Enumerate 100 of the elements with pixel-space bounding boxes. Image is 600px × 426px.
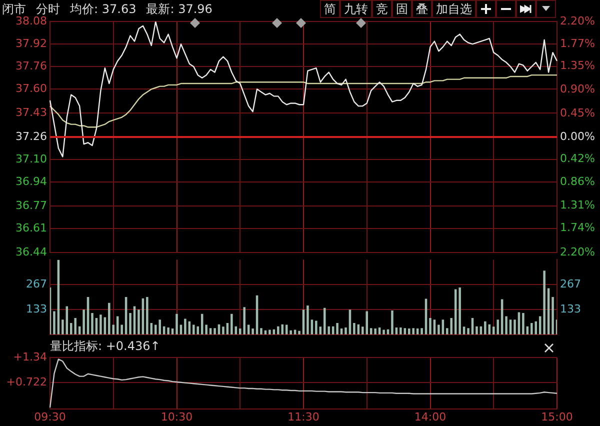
y-tick-label: 37.92 [16,36,47,50]
bar [412,328,414,334]
bar [120,324,123,334]
y2-tick-label: 1.31% [560,198,595,212]
text: 固 [392,0,412,18]
bar [336,323,338,334]
text: 最新: 37.96 [146,1,212,18]
x-tick-label: 10:30 [160,410,193,424]
bar [290,330,292,334]
bar [496,320,499,334]
bar [260,328,262,334]
bar [408,328,410,334]
bar [158,320,161,334]
bar [315,320,318,334]
bar [129,312,132,334]
y2-tick-label: 1.77% [560,37,595,50]
y-tick-label: 37.43 [16,106,47,119]
bar [252,328,254,334]
text: 分时 [36,1,60,16]
bar [522,312,524,334]
bar [53,311,56,334]
y2-tick-label: 2.20% [560,245,595,258]
bar [74,318,76,334]
y-tick-label: 37.26 [16,130,47,143]
chart-title: 量比指标: +0.436↑ [50,338,160,355]
bar [196,326,200,334]
bar [382,330,385,334]
bar [484,321,486,334]
y-tick-label: 133 [26,302,47,316]
bar [400,328,402,334]
bar [176,314,178,334]
bar [514,320,516,334]
text: 加自选 [432,0,476,18]
bar [82,310,85,334]
bar [476,326,478,334]
text: 九转 [340,0,372,18]
y-tick-label: 38.08 [16,14,47,28]
bar [429,318,432,334]
y-tick-label: 37.60 [16,82,47,96]
bar [281,324,284,334]
bar [222,326,224,334]
bar [91,312,94,334]
bar [277,326,280,334]
bar [192,324,195,334]
y-tick-label: 36.94 [16,174,47,188]
y2-tick-label: 0.45% [560,106,595,120]
bar [450,318,453,334]
y2-tick-label: 0.86% [560,174,595,188]
x-tick-label: 11:30 [288,410,320,424]
bar [268,330,271,334]
y-tick-label: 267 [26,277,47,290]
bar [146,297,148,334]
x-tick-label: 09:30 [34,410,66,424]
bar [505,316,508,334]
bar [214,328,216,334]
bar [438,324,440,334]
bar [100,314,102,334]
y2-tick-label: 2.20% [560,14,595,28]
x-tick-label: 14:00 [414,410,446,424]
bar [344,328,347,334]
y2-tick-label: 267 [560,277,581,290]
y-tick-label: 37.76 [16,59,47,72]
bar [108,302,110,334]
text: 竞 [372,0,392,18]
bar [230,314,233,334]
bar [306,305,309,334]
y2-tick-label: 133 [560,302,581,316]
bar [534,321,538,334]
bar [167,328,170,334]
text: 叠 [412,0,432,18]
y2-tick-label: 0.42% [560,152,595,165]
y-tick-label: 36.61 [16,221,47,234]
bar [458,288,461,334]
text: 均价: 37.63 [70,1,136,18]
bar [353,323,356,334]
y-tick-label: 36.77 [16,198,47,212]
bar [530,323,533,334]
bar [184,318,186,334]
y-tick-label: +1.34 [13,350,47,364]
x-tick-label: 15:00 [541,410,573,424]
text: 闭市 [2,1,26,16]
bar [467,328,470,334]
text: 简 [320,0,340,18]
bar [205,324,208,334]
bar [298,330,300,334]
bar [543,270,546,334]
bar [243,307,246,334]
y-tick-label: 37.10 [16,152,47,166]
bar [552,297,554,334]
y-tick-label: +0.722 [6,376,47,389]
y2-tick-label: 0.00% [560,130,595,143]
bar [374,328,376,334]
bar [420,328,423,334]
y-tick-label: 36.44 [16,245,47,258]
bar [366,311,368,334]
y2-tick-label: 0.90% [560,82,595,96]
bar [62,320,64,334]
bar [138,310,140,334]
bar [323,308,326,334]
bar [391,310,394,334]
